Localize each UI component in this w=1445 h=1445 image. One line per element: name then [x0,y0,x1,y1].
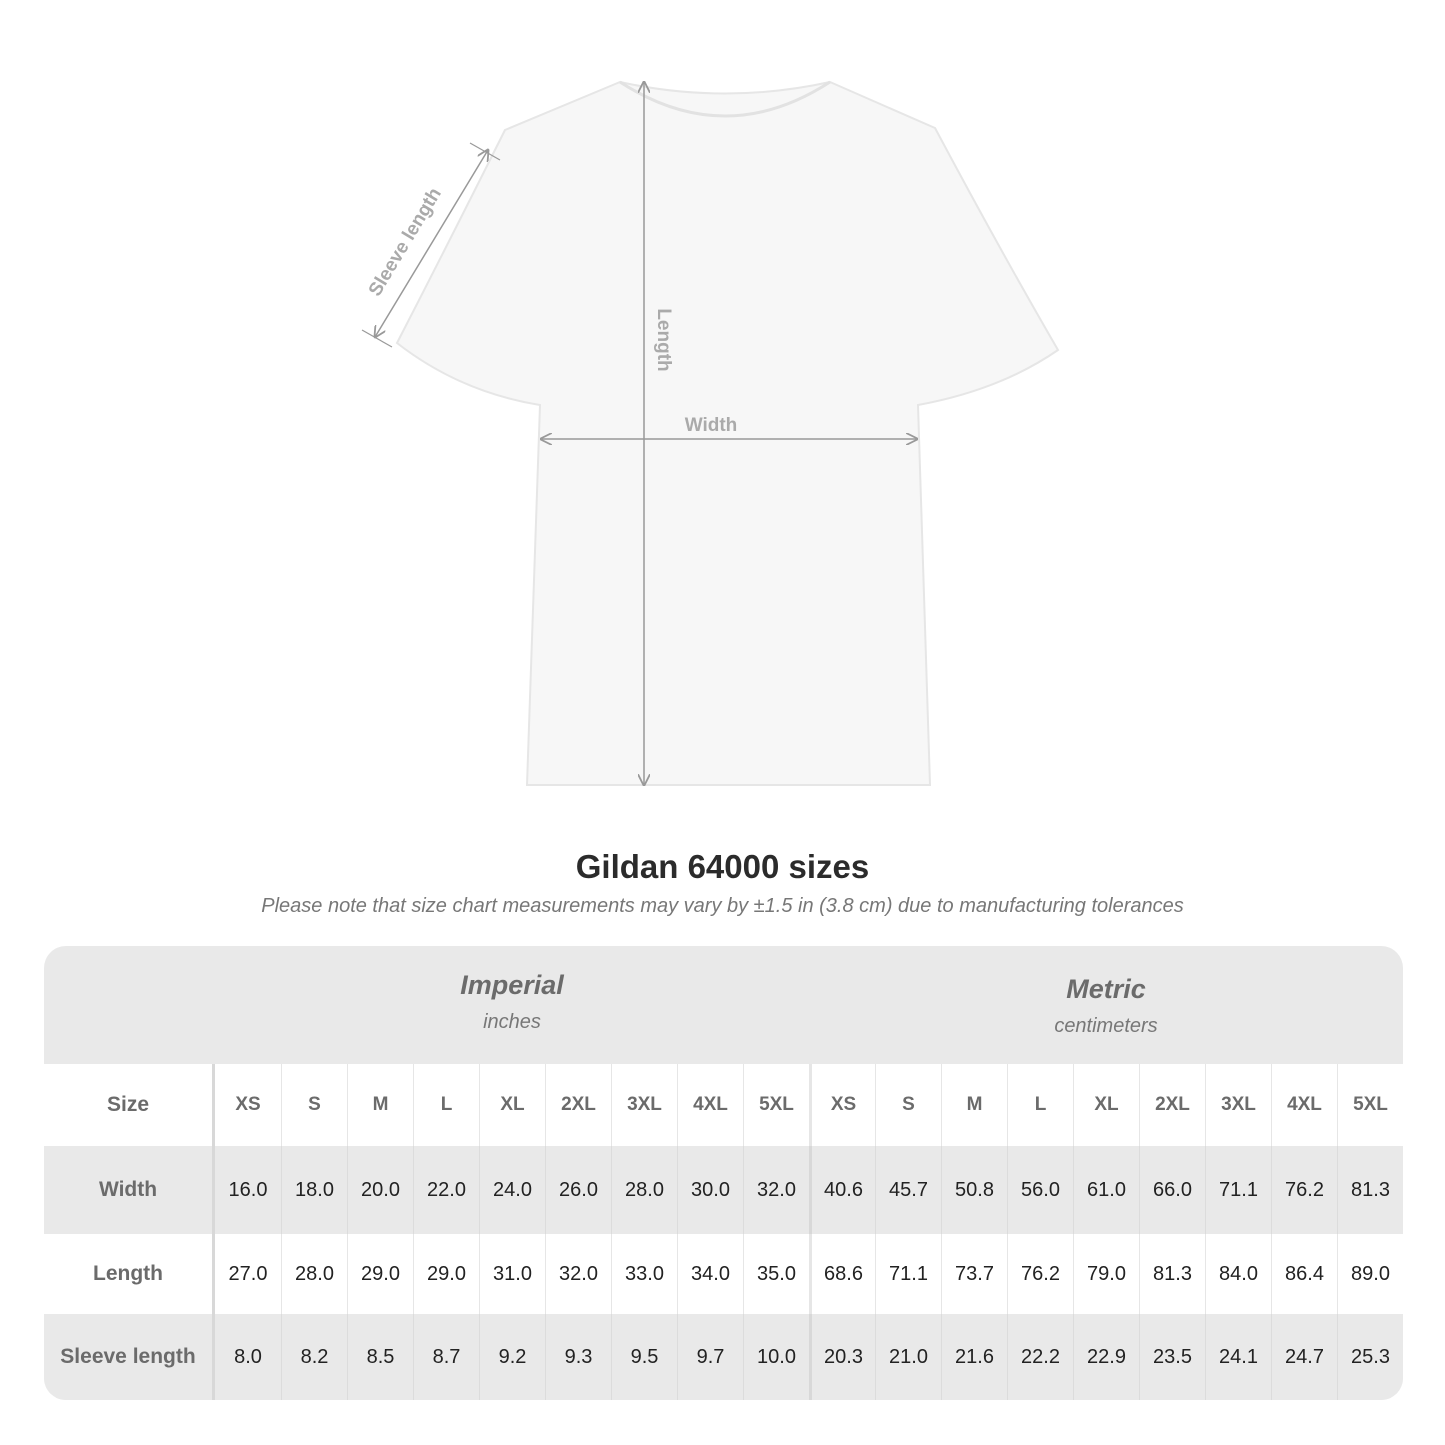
table-row: Width 16.0 18.0 20.0 22.0 24.0 26.0 28.0 30.0 32.… [44,1146,1403,1234]
size-header-cell: XS [235,1094,261,1115]
value-cell: 9.5 [611,1314,677,1400]
value-cell: 26.0 [545,1146,611,1234]
value-cell: 68.6 [809,1234,875,1314]
table-row: Sleeve length 8.0 8.2 8.5 8.7 9.2 9.3 9.5 9.7 10.… [44,1314,1403,1400]
value-cell: 40.6 [809,1146,875,1234]
value-cell: 81.3 [1139,1234,1205,1314]
value-cell: 35.0 [743,1234,809,1314]
value-cell: 61.0 [1073,1146,1139,1234]
size-header-cell: 3XL [1205,1064,1271,1146]
value-cell: 22.2 [1007,1314,1073,1400]
value-cell: 22.0 [413,1146,479,1234]
page-title: Gildan 64000 sizes [575,848,870,885]
size-header-cell: XS [809,1064,875,1146]
value-cell: 21.0 [875,1314,941,1400]
value-cell: 32.0 [743,1146,809,1234]
imperial-header: Imperial inches [215,946,809,1088]
value-cell: 50.8 [941,1146,1007,1234]
value-cell: 27.0 [228,1262,268,1285]
value-cell: 9.3 [545,1314,611,1400]
value-cell: 9.7 [677,1314,743,1400]
value-cell: 16.0 [228,1178,268,1201]
value-cell: 8.5 [347,1314,413,1400]
metric-unit: centimeters [1054,1015,1158,1037]
value-cell: 33.0 [611,1234,677,1314]
value-cell: 23.5 [1139,1314,1205,1400]
size-header-cell: 2XL [1139,1064,1205,1146]
size-table: Imperial inches Metric centimeters Size X… [44,946,1403,1400]
row-label: Sleeve length [44,1314,215,1400]
row-label: Size [44,1064,215,1146]
row-label: Width [44,1146,215,1234]
value-cell: 29.0 [413,1234,479,1314]
value-cell: 89.0 [1337,1234,1403,1314]
value-cell: 9.2 [479,1314,545,1400]
size-header-cell: M [941,1064,1007,1146]
value-cell: 30.0 [677,1146,743,1234]
size-header-cell: XL [1073,1064,1139,1146]
value-cell: 25.3 [1337,1314,1403,1400]
size-header-cell: L [413,1064,479,1146]
length-label: Length [653,308,674,371]
size-header-cell: 5XL [1337,1064,1403,1146]
value-cell: 31.0 [479,1234,545,1314]
size-header-cell: S [281,1064,347,1146]
value-cell: 81.3 [1337,1146,1403,1234]
size-header-cell: 4XL [1271,1064,1337,1146]
size-header-cell: M [347,1064,413,1146]
value-cell: 34.0 [677,1234,743,1314]
value-cell: 32.0 [545,1234,611,1314]
imperial-title: Imperial [460,970,564,1000]
value-cell: 8.2 [281,1314,347,1400]
value-cell: 79.0 [1073,1234,1139,1314]
value-cell: 20.0 [347,1146,413,1234]
value-cell: 22.9 [1073,1314,1139,1400]
tolerance-note: Please note that size chart measurements… [261,895,1184,917]
value-cell: 86.4 [1271,1234,1337,1314]
value-cell: 24.7 [1271,1314,1337,1400]
size-header-row: Size XS S M L XL 2XL 3XL 4XL 5XL XS S M L XL 2XL 3XL 4XL 5… [44,1064,1403,1146]
metric-header: Metric centimeters [809,946,1403,1092]
value-cell: 66.0 [1139,1146,1205,1234]
size-header-cell: S [875,1064,941,1146]
value-cell: 8.7 [413,1314,479,1400]
row-label: Length [44,1234,215,1314]
value-cell: 71.1 [875,1234,941,1314]
size-header-cell: 2XL [545,1064,611,1146]
value-cell: 21.6 [941,1314,1007,1400]
value-cell: 24.1 [1205,1314,1271,1400]
value-cell: 20.3 [809,1314,875,1400]
value-cell: 24.0 [479,1146,545,1234]
size-header-cell: 4XL [677,1064,743,1146]
value-cell: 76.2 [1007,1234,1073,1314]
table-row: Length 27.0 28.0 29.0 29.0 31.0 32.0 33.0 34.0 35… [44,1234,1403,1314]
metric-title: Metric [1066,974,1146,1004]
size-header-cell: 3XL [611,1064,677,1146]
imperial-unit: inches [483,1011,541,1033]
size-header-cell: XL [479,1064,545,1146]
value-cell: 29.0 [347,1234,413,1314]
value-cell: 71.1 [1205,1146,1271,1234]
value-cell: 28.0 [611,1146,677,1234]
tshirt-diagram: Sleeve length Length Width [361,80,1060,820]
value-cell: 8.0 [234,1345,262,1368]
value-cell: 76.2 [1271,1146,1337,1234]
value-cell: 84.0 [1205,1234,1271,1314]
value-cell: 10.0 [743,1314,809,1400]
sleeve-arrow [375,150,488,337]
value-cell: 56.0 [1007,1146,1073,1234]
value-cell: 73.7 [941,1234,1007,1314]
width-label: Width [685,415,738,436]
value-cell: 45.7 [875,1146,941,1234]
size-header-cell: 5XL [743,1064,809,1146]
value-cell: 18.0 [281,1146,347,1234]
value-cell: 28.0 [281,1234,347,1314]
size-header-cell: L [1007,1064,1073,1146]
